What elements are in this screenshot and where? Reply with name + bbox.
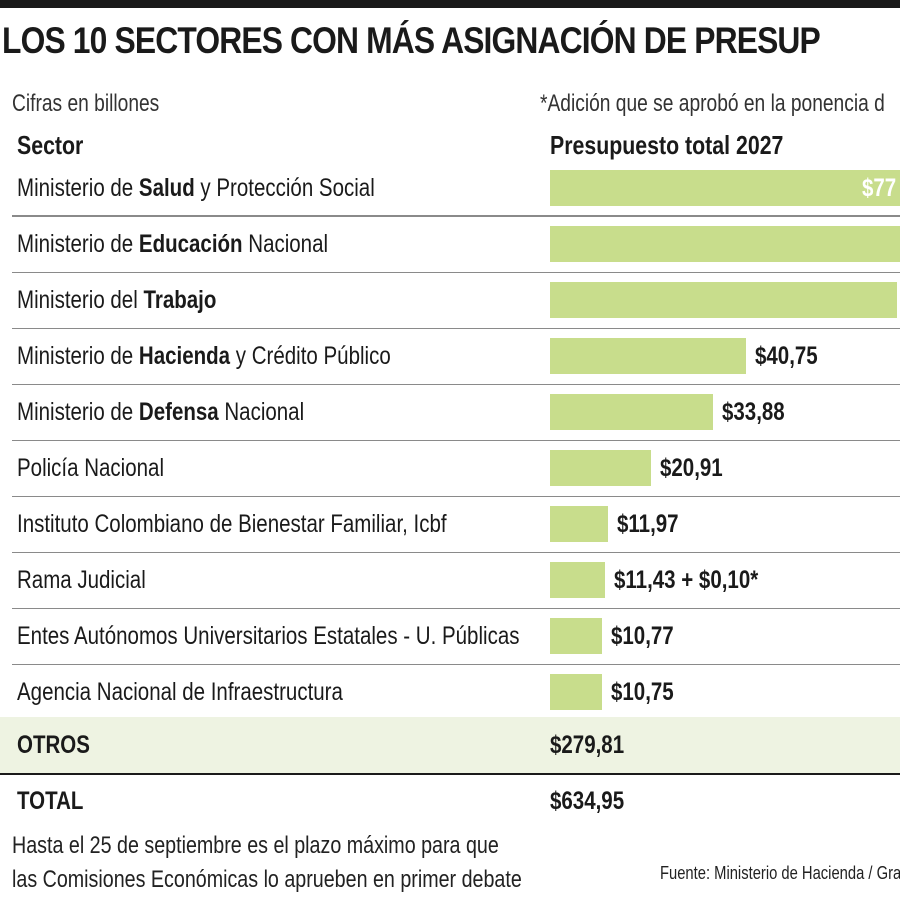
bar-value-label: $10,75: [610, 678, 674, 706]
otros-value: $279,81: [550, 731, 625, 759]
row-divider: [12, 216, 900, 217]
bar-value-label: $11,43 + $0,10*: [614, 566, 759, 594]
bar: [550, 338, 747, 374]
sector-label: Ministerio de Educación Nacional: [17, 230, 329, 258]
row-divider: [12, 384, 900, 385]
bar: [550, 170, 900, 206]
units-note: Cifras en billones: [12, 90, 160, 117]
bar-value-label: $20,91: [659, 454, 723, 482]
sector-label: Ministerio de Defensa Nacional: [17, 398, 305, 426]
bar-value-label: $10,77: [610, 622, 674, 650]
bar-value-label: $33,88: [722, 398, 785, 426]
bar: [550, 506, 608, 542]
total-divider: [0, 773, 900, 775]
bar-value-label: $11,97: [616, 510, 679, 538]
addition-note: *Adición que se aprobó en la ponencia d: [540, 90, 885, 117]
total-value: $634,95: [550, 787, 625, 815]
deadline-note-line-1: Hasta el 25 de septiembre es el plazo má…: [12, 832, 499, 859]
sector-label: Ministerio de Hacienda y Crédito Público: [17, 342, 391, 370]
source-note: Fuente: Ministerio de Hacienda / Gra: [660, 863, 900, 883]
bar: [550, 394, 714, 430]
bar: [550, 450, 651, 486]
bar: [550, 562, 606, 598]
sector-label: Agencia Nacional de Infraestructura: [17, 678, 343, 706]
row-divider: [12, 328, 900, 329]
bar: [550, 618, 602, 654]
otros-label: OTROS: [17, 731, 90, 759]
row-divider: [12, 664, 900, 665]
row-divider: [12, 272, 900, 273]
sector-label: Rama Judicial: [17, 566, 146, 594]
total-label: TOTAL: [17, 787, 84, 815]
bar-value-label: $77: [862, 174, 897, 202]
sector-label: Policía Nacional: [17, 454, 164, 482]
top-rule: [0, 0, 900, 8]
bar: [550, 282, 897, 318]
row-divider: [12, 440, 900, 441]
sector-header: Sector: [17, 130, 84, 160]
sector-label: Ministerio del Trabajo: [17, 286, 217, 314]
bar-value-label: $40,75: [755, 342, 819, 370]
row-divider: [12, 608, 900, 609]
row-divider: [12, 215, 900, 216]
sector-label: Instituto Colombiano de Bienestar Famili…: [17, 510, 447, 538]
sector-label: Entes Autónomos Universitarios Estatales…: [17, 622, 520, 650]
row-divider: [12, 496, 900, 497]
bar: [550, 226, 900, 262]
total-header: Presupuesto total 2027: [550, 130, 784, 160]
otros-row: [0, 717, 900, 773]
bar: [550, 674, 602, 710]
sector-label: Ministerio de Salud y Protección Social: [17, 174, 375, 202]
chart-title: LOS 10 SECTORES CON MÁS ASIGNACIÓN DE PR…: [2, 20, 821, 61]
deadline-note-line-2: las Comisiones Económicas lo aprueben en…: [12, 866, 522, 893]
row-divider: [12, 552, 900, 553]
